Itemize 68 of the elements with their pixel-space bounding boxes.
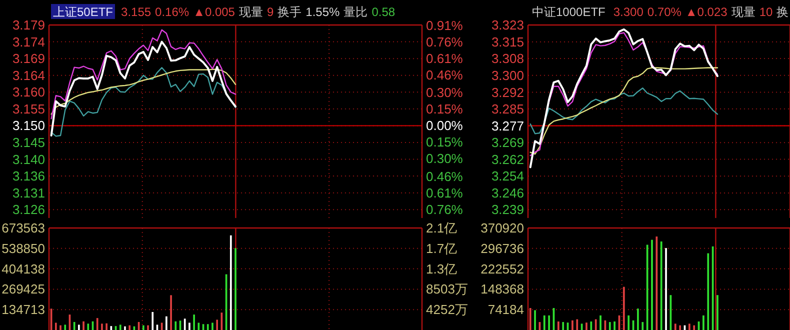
chart-title: 中证1000ETF xyxy=(532,5,606,19)
y-tick-label: 3.160 xyxy=(12,84,45,100)
text: 4252万 xyxy=(426,302,468,318)
text: 换 xyxy=(776,5,789,19)
y-tick-label: 3.145 xyxy=(12,134,45,150)
text: 现量 xyxy=(238,5,263,19)
y-tick-label: 3.300 xyxy=(491,68,524,83)
y-tick-label: 404138 xyxy=(2,261,45,276)
y-tick-label: 222552 xyxy=(480,261,524,276)
text: ▲0.023 xyxy=(685,5,728,19)
y-tick-label: 3.150 xyxy=(12,118,45,134)
text: 现量 xyxy=(731,5,756,19)
text: 0.58 xyxy=(372,5,396,19)
y-tick-label: 74184 xyxy=(488,302,524,318)
y-tick-label: 3.126 xyxy=(12,202,45,218)
y-tick-label: 3.308 xyxy=(491,51,524,66)
text: ▲0.005 xyxy=(193,5,236,19)
y-tick-label: 370920 xyxy=(480,220,524,236)
text: 1.7亿 xyxy=(426,240,458,256)
y-tick-label: 3.323 xyxy=(491,18,524,32)
y-tick-label: 3.239 xyxy=(491,202,524,218)
text: 0.16% xyxy=(155,5,190,19)
y-tick-label: 673563 xyxy=(2,220,45,236)
y-tick-label: 538850 xyxy=(2,240,45,256)
text: 3.300 xyxy=(613,5,644,19)
y2-tick-label: 0.15% xyxy=(426,102,464,117)
y-tick-label: 3.254 xyxy=(491,168,524,184)
y2-tick-label: 0.00% xyxy=(426,118,464,134)
y2-tick-label: 0.76% xyxy=(426,34,464,50)
y-tick-label: 3.315 xyxy=(491,34,524,50)
y2-tick-label: 0.46% xyxy=(426,168,464,184)
text: 3.155 xyxy=(121,5,152,19)
y-tick-label: 3.277 xyxy=(491,118,524,134)
text: 0.70% xyxy=(647,5,682,19)
y2-tick-label: 0.76% xyxy=(426,202,464,217)
y-tick-label: 3.136 xyxy=(12,168,45,184)
text: 1.55% xyxy=(306,5,340,19)
y2-tick-label: 0.30% xyxy=(426,151,464,166)
y-tick-label: 269425 xyxy=(2,282,45,297)
y-tick-label: 3.169 xyxy=(12,51,45,66)
text: 1.3亿 xyxy=(426,261,458,276)
y-tick-label: 134713 xyxy=(2,302,45,318)
y-tick-label: 3.140 xyxy=(12,152,45,167)
text: 8503万 xyxy=(426,282,468,297)
y-tick-label: 3.155 xyxy=(12,101,45,116)
y-tick-label: 3.269 xyxy=(491,135,524,150)
y-tick-label: 148368 xyxy=(480,282,524,297)
y2-tick-label: 0.46% xyxy=(426,68,464,83)
text: 换手 xyxy=(278,5,302,19)
y-tick-label: 296736 xyxy=(480,240,524,256)
text: 9 xyxy=(266,5,274,19)
y2-tick-label: 0.61% xyxy=(426,50,464,66)
text: 量比 xyxy=(344,5,368,19)
text: 10 xyxy=(759,5,773,19)
y-tick-label: 3.174 xyxy=(12,34,45,50)
chart-title: 上证50ETF xyxy=(53,5,114,19)
y2-tick-label: 0.61% xyxy=(426,185,464,200)
y-tick-label: 3.164 xyxy=(12,68,45,83)
y-tick-label: 3.262 xyxy=(491,152,524,167)
text: 2.1亿 xyxy=(426,220,458,236)
y-tick-label: 3.131 xyxy=(12,185,45,200)
y-tick-label: 3.292 xyxy=(491,84,524,100)
y2-tick-label: 0.91% xyxy=(426,18,464,33)
y-tick-label: 3.285 xyxy=(491,101,524,116)
y-tick-label: 3.179 xyxy=(12,18,45,32)
y2-tick-label: 0.15% xyxy=(426,134,464,150)
y2-tick-label: 0.30% xyxy=(426,85,464,100)
y-tick-label: 3.246 xyxy=(491,186,524,201)
